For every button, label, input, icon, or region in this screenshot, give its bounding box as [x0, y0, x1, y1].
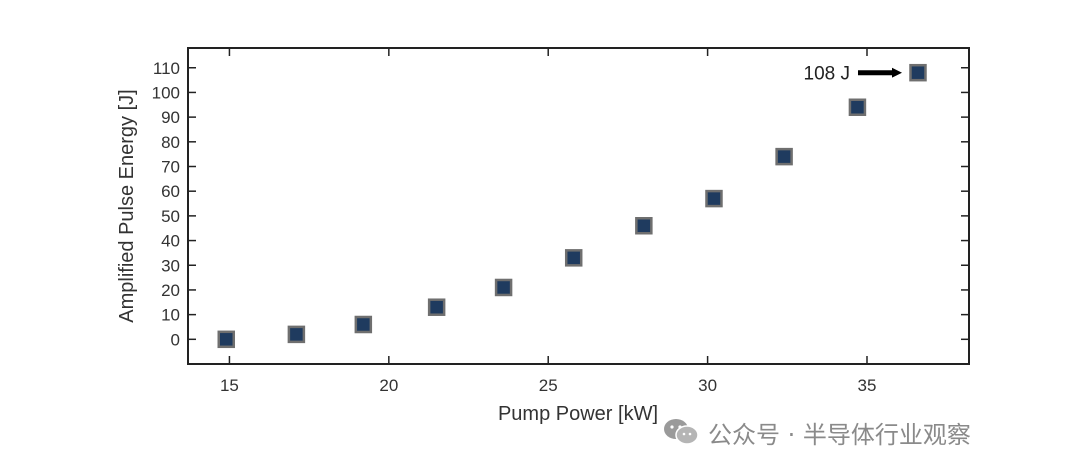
data-point [494, 278, 513, 297]
y-tick-label: 20 [161, 281, 180, 300]
data-point [909, 63, 927, 82]
annotation-label: 108 J [804, 64, 850, 85]
x-tick-label: 35 [858, 376, 877, 395]
x-tick-label: 30 [698, 376, 717, 395]
x-tick-label: 20 [379, 376, 398, 395]
data-series [217, 63, 927, 349]
y-tick-label: 100 [152, 83, 180, 102]
data-point [635, 217, 653, 235]
watermark: 公众号 · 半导体行业观察 [662, 412, 971, 452]
y-tick-label: 30 [161, 256, 180, 275]
data-point [354, 315, 373, 334]
y-tick-label: 50 [161, 207, 180, 226]
y-tick-label: 80 [161, 133, 180, 152]
watermark-text: 公众号 · 半导体行业观察 [708, 420, 971, 449]
data-point [287, 325, 306, 344]
y-axis-title: Amplified Pulse Energy [J] [116, 89, 138, 322]
data-point [775, 147, 793, 166]
y-axis: 0 10 20 30 40 50 60 70 80 90 100 110 [152, 59, 969, 349]
wechat-icon [664, 419, 699, 445]
plot-area [187, 47, 970, 365]
data-point [848, 98, 867, 116]
x-axis: 15 20 25 30 35 [220, 48, 876, 395]
data-point [705, 189, 723, 208]
x-tick-label: 15 [220, 376, 239, 395]
x-tick-label: 25 [539, 376, 558, 395]
data-point [217, 330, 236, 349]
y-tick-label: 60 [161, 182, 180, 201]
y-tick-label: 10 [161, 306, 180, 325]
data-point [427, 298, 446, 316]
y-tick-label: 110 [153, 59, 180, 78]
y-tick-label: 70 [161, 158, 180, 177]
y-tick-label: 40 [161, 232, 180, 251]
x-axis-title: Pump Power [kW] [498, 403, 658, 425]
y-tick-label: 90 [161, 108, 180, 127]
annotations: 108 J [804, 64, 902, 85]
y-tick-label: 0 [171, 330, 180, 349]
data-point [564, 249, 583, 267]
